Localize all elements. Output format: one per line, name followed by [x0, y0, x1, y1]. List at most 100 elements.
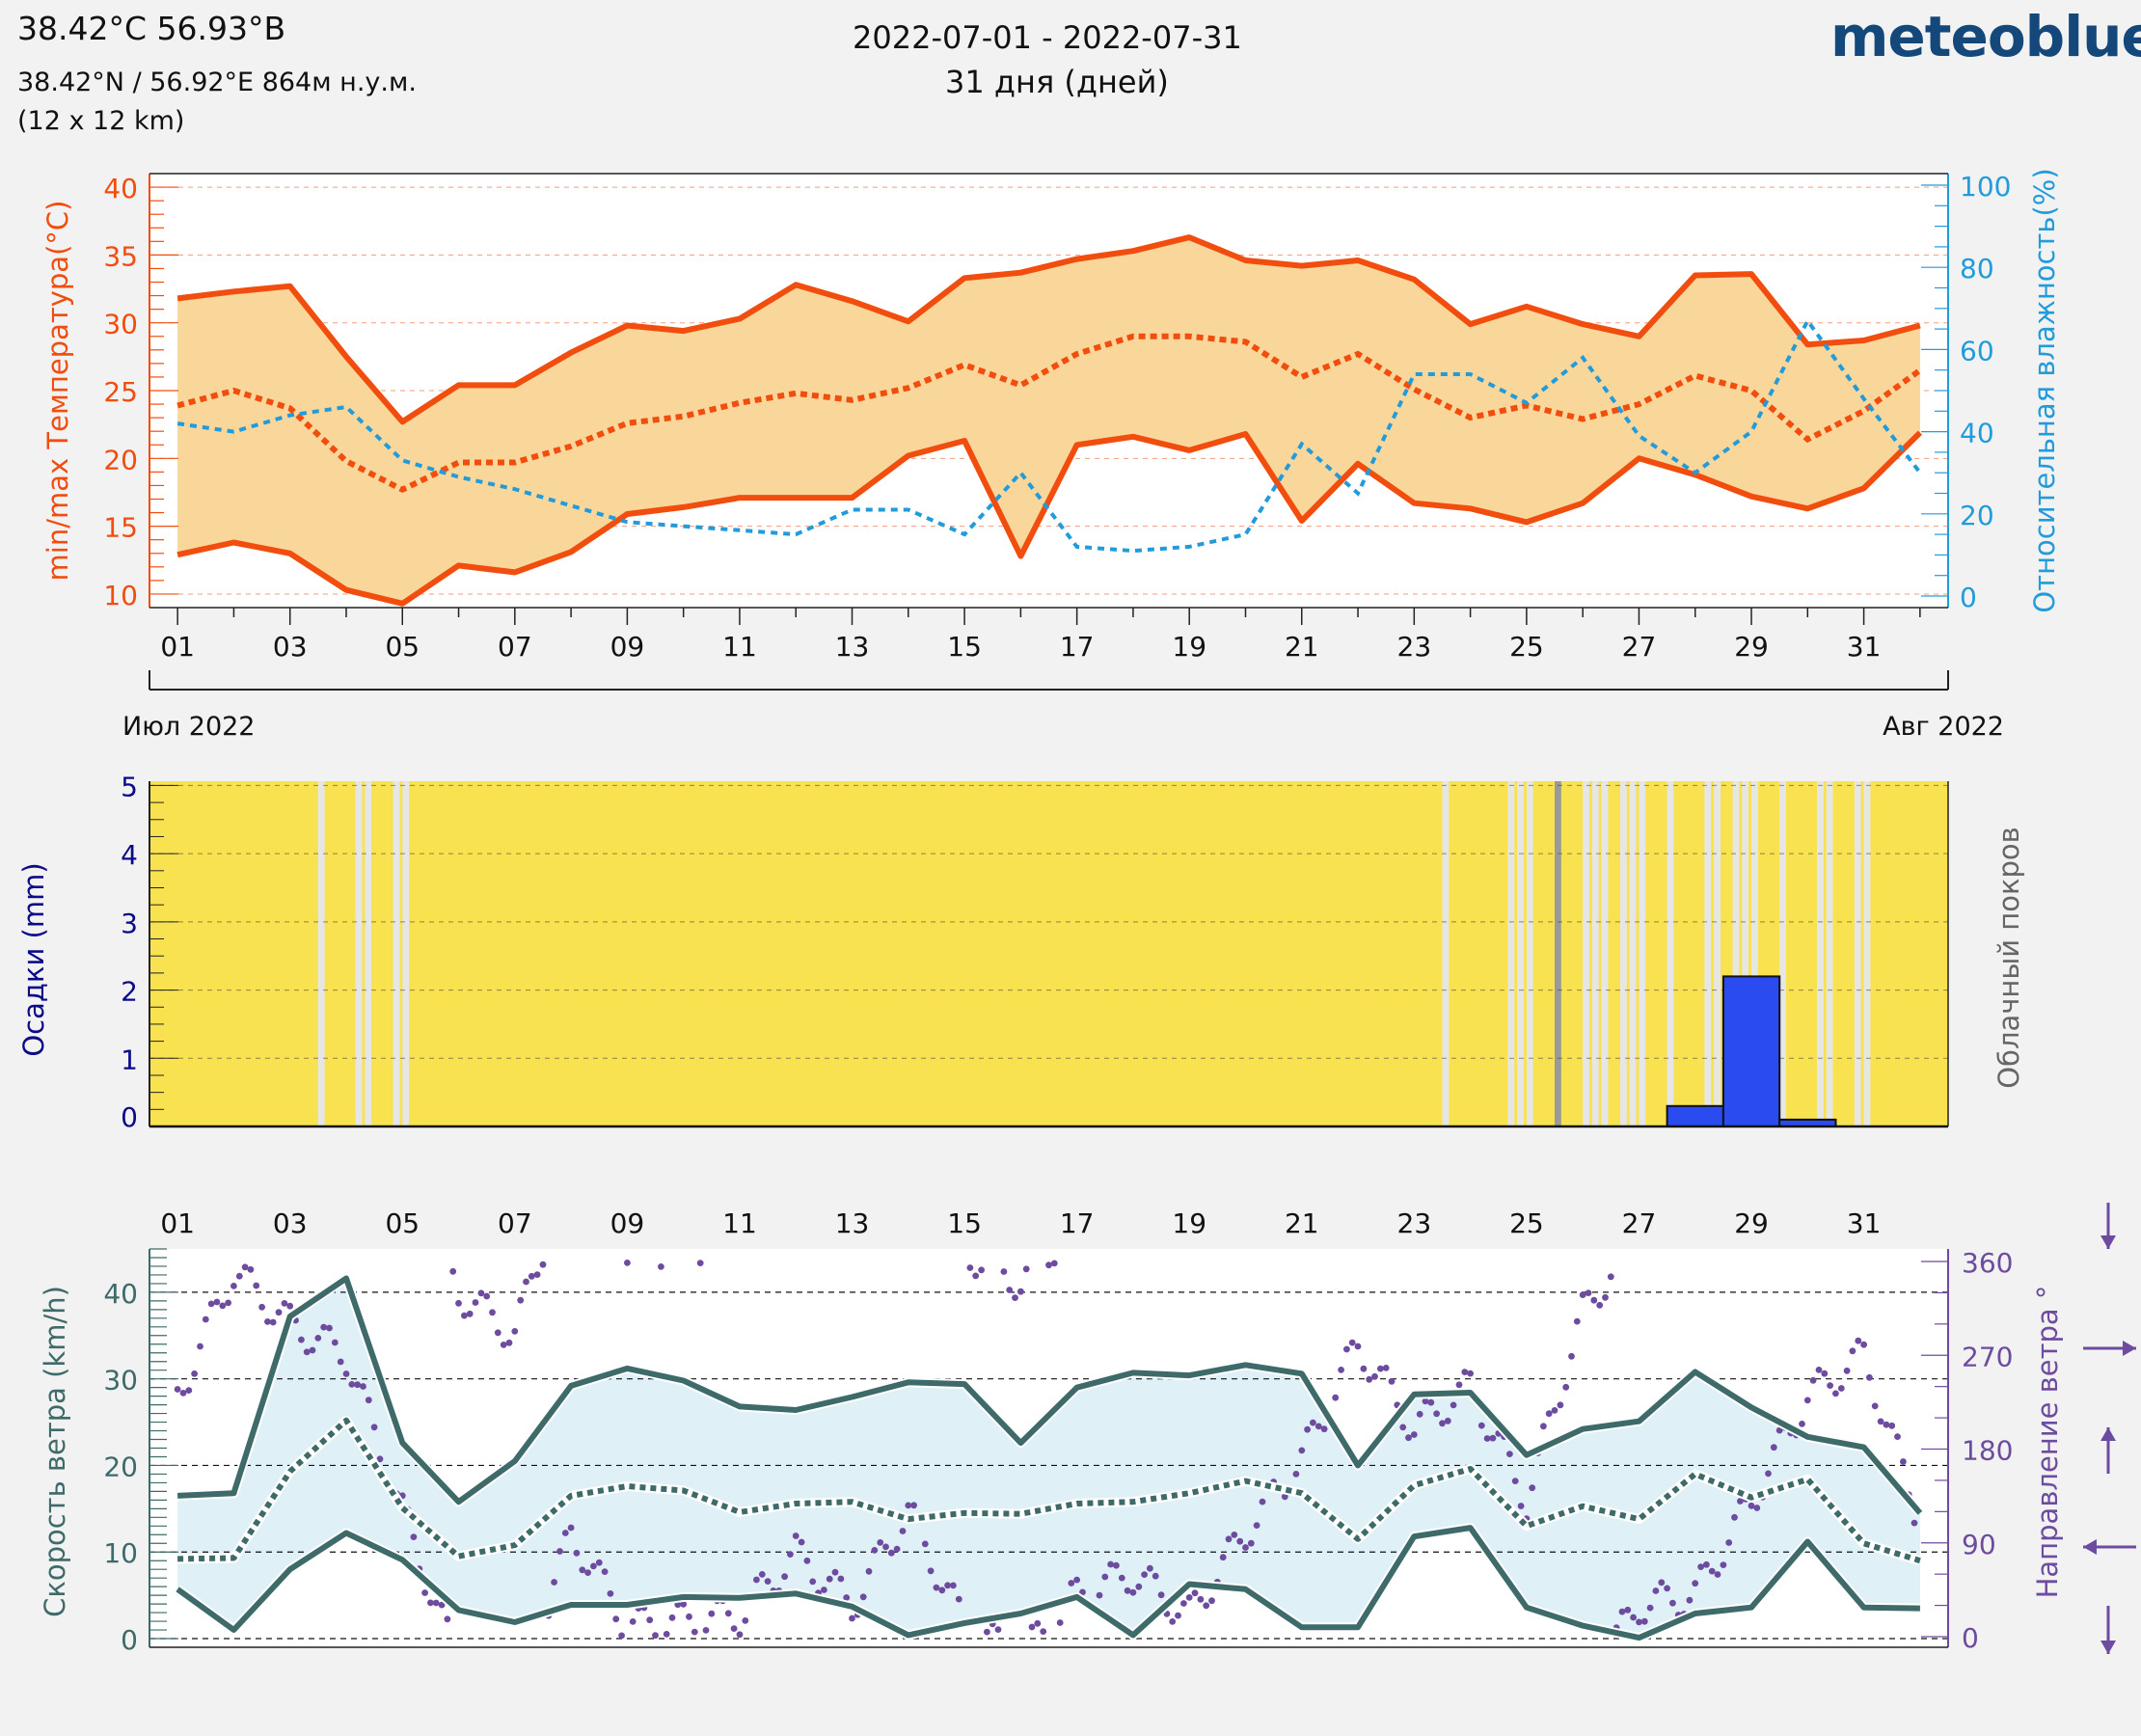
- grid-resolution: (12 x 12 km): [17, 106, 185, 136]
- wind-direction-dot: [275, 1309, 283, 1316]
- wind-direction-dot: [281, 1300, 288, 1307]
- wind-direction-dot: [1028, 1623, 1036, 1631]
- wind-direction-dot: [1877, 1418, 1884, 1425]
- wind-max-line: [176, 1275, 1923, 1515]
- wind-direction-dot: [1900, 1458, 1907, 1465]
- wind-day-tick-label: 31: [1847, 1207, 1882, 1239]
- temp-max-line: [176, 234, 1921, 425]
- day-tick-label: 01: [160, 631, 195, 663]
- wind-direction-dot: [528, 1272, 535, 1280]
- humidity-line: [176, 316, 1922, 554]
- cloud-cover-stripe: [402, 781, 410, 1126]
- wind-direction-dot: [1388, 1377, 1396, 1385]
- wind-direction-dot: [1664, 1585, 1670, 1592]
- wind-direction-dot: [573, 1549, 581, 1557]
- wind-direction-dot: [1450, 1401, 1457, 1409]
- wind-speed-tick-label: 30: [103, 1365, 138, 1397]
- wind-direction-dot: [882, 1543, 889, 1551]
- wind-direction-dot: [1775, 1426, 1783, 1434]
- precip-tick-label: 0: [121, 1101, 138, 1133]
- cloud-cover-stripe: [1751, 781, 1758, 1126]
- wind-direction-dot: [1618, 1608, 1626, 1615]
- wind-direction-dot: [1607, 1273, 1614, 1281]
- wind-direction-dot: [1298, 1447, 1306, 1454]
- day-tick-label: 05: [385, 631, 420, 663]
- wind-direction-dot: [831, 1568, 839, 1576]
- wind-direction-dot: [966, 1264, 974, 1271]
- wind-direction-dot: [1427, 1398, 1435, 1406]
- cloud-cover-stripe: [1667, 781, 1674, 1126]
- day-tick-label: 11: [722, 631, 757, 663]
- cloud-cover-stripe: [1591, 781, 1599, 1126]
- wind-direction-dot: [1203, 1602, 1210, 1610]
- wind-direction-dot: [686, 1613, 692, 1620]
- temp-tick-label: 25: [103, 376, 138, 408]
- wind-direction-dot: [517, 1296, 525, 1304]
- wind-direction-dot: [893, 1545, 901, 1553]
- wind-direction-dot: [668, 1614, 676, 1621]
- cloud-cover-stripe: [1854, 781, 1861, 1126]
- wind-direction-dot: [1377, 1365, 1384, 1372]
- wind-direction-dot: [1231, 1532, 1238, 1538]
- wind-direction-dot: [758, 1571, 766, 1578]
- wind-direction-dot: [1596, 1301, 1604, 1309]
- wind-direction-dot: [1208, 1597, 1215, 1605]
- wind-day-tick-label: 29: [1734, 1207, 1769, 1239]
- compass-arrow-west-wind-head: [2123, 1341, 2136, 1356]
- day-tick-label: 03: [273, 631, 308, 663]
- wind-direction-dot: [455, 1299, 462, 1307]
- compass-arrow-north-wind-head: [2100, 1235, 2116, 1249]
- wind-direction-dot: [567, 1524, 575, 1532]
- precip-tick-label: 1: [121, 1044, 138, 1075]
- wind-direction-dot: [1911, 1519, 1918, 1527]
- wind-direction-dot: [1000, 1268, 1008, 1275]
- wind-direction-dot: [764, 1578, 772, 1585]
- wind-day-tick-label: 11: [722, 1207, 757, 1239]
- wind-direction-dot: [1259, 1498, 1266, 1505]
- wind-direction-dot: [1006, 1287, 1014, 1293]
- wind-direction-dot: [579, 1566, 586, 1574]
- wind-direction-dot: [1585, 1289, 1592, 1296]
- wind-direction-dot: [483, 1292, 491, 1300]
- wind-direction-dot: [1242, 1544, 1249, 1551]
- wind-direction-tick-label: 90: [1962, 1529, 1996, 1560]
- wind-direction-dot: [972, 1272, 980, 1280]
- wind-range-band: [177, 1278, 1920, 1639]
- wind-direction-dot: [533, 1271, 541, 1278]
- wind-direction-dot: [663, 1631, 670, 1638]
- wind-direction-dot: [595, 1559, 603, 1566]
- wind-direction-dot: [1152, 1572, 1159, 1580]
- wind-direction-tick-label: 0: [1962, 1622, 1979, 1654]
- wind-direction-dot: [950, 1582, 957, 1589]
- cloud-cover-stripe: [1601, 781, 1609, 1126]
- wind-direction-dot: [1590, 1296, 1598, 1304]
- wind-day-tick-label: 27: [1622, 1207, 1657, 1239]
- wind-direction-dot: [1692, 1580, 1699, 1587]
- cloud-cover-stripe: [1639, 781, 1646, 1126]
- wind-direction-dot: [618, 1632, 625, 1640]
- wind-direction-dot: [438, 1601, 446, 1609]
- wind-direction-dot: [1551, 1407, 1558, 1414]
- wind-direction-dot: [1147, 1564, 1153, 1572]
- month-label-august: Авг 2022: [1883, 712, 2004, 742]
- day-tick-label: 19: [1172, 631, 1206, 663]
- wind-direction-dot: [1180, 1600, 1187, 1607]
- humidity-tick-label: 100: [1960, 171, 2011, 203]
- wind-direction-dot: [680, 1601, 688, 1608]
- wind-day-tick-label: 17: [1060, 1207, 1095, 1239]
- temp-tick-label: 20: [103, 444, 138, 475]
- wind-direction-dot: [724, 1610, 732, 1617]
- cloud-cover-stripe: [1704, 781, 1712, 1126]
- cloud-cover-stripe: [1583, 781, 1589, 1126]
- wind-direction-dot: [1034, 1619, 1042, 1627]
- temp-tick-label: 15: [103, 512, 138, 544]
- wind-direction-dot: [607, 1590, 614, 1597]
- wind-direction-dot: [225, 1299, 232, 1307]
- cloud-cover-stripe: [1507, 781, 1515, 1126]
- wind-direction-dot: [871, 1547, 879, 1554]
- wind-direction-dot: [410, 1533, 418, 1540]
- compass-arrow-south-wind-head: [2100, 1427, 2116, 1441]
- wind-direction-dot: [337, 1358, 344, 1366]
- wind-direction-dot: [1175, 1612, 1181, 1619]
- wind-direction-dot: [624, 1260, 631, 1266]
